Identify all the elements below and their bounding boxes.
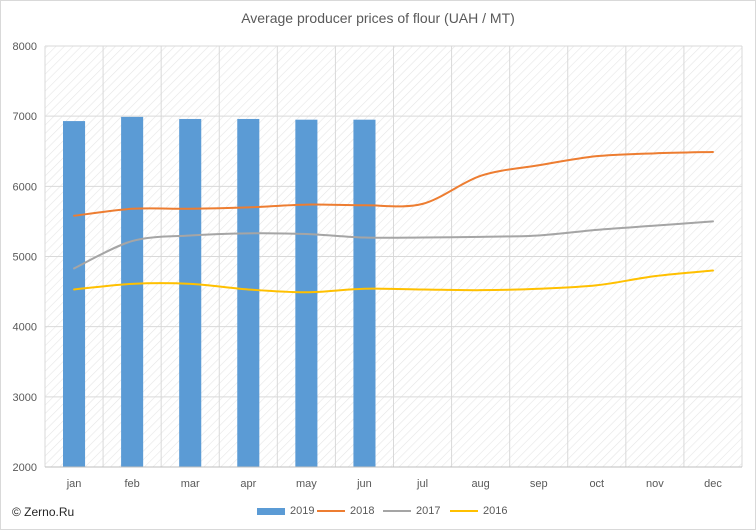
y-tick-label: 5000 [13,252,37,264]
y-tick-label: 8000 [13,41,37,53]
legend-label-2018: 2018 [350,505,375,517]
legend-label-2017: 2017 [416,505,441,517]
x-tick-label: apr [240,478,256,490]
bar-2019-apr [237,118,260,468]
legend-item-2017: 2017 [383,503,440,519]
legend: 2019 2018 2017 2016 [0,503,756,519]
legend-item-2018: 2018 [317,503,374,519]
bar-2019-feb [121,116,144,467]
x-tick-label: jun [356,478,372,490]
legend-swatch-2019 [257,507,285,515]
x-tick-label: sep [530,478,548,490]
x-tick-label: feb [124,478,139,490]
chart-title: Average producer prices of flour (UAH / … [241,10,515,26]
x-tick-label: nov [646,478,664,490]
y-tick-label: 6000 [13,181,37,193]
legend-swatch-2017 [383,510,411,512]
x-tick-label: dec [704,478,722,490]
x-tick-label: jul [416,478,428,490]
x-tick-label: aug [471,478,489,490]
line-series-2018 [73,150,714,217]
line-series-2017 [73,220,714,270]
bar-2019-may [295,119,318,468]
legend-swatch-2018 [317,510,345,512]
legend-label-2019: 2019 [290,505,315,517]
x-tick-label: mar [181,478,200,490]
bar-2019-jun [353,119,376,468]
legend-item-2019: 2019 [257,503,314,519]
bar-2019-mar [179,118,202,468]
x-tick-label: oct [589,478,604,490]
legend-label-2016: 2016 [483,505,508,517]
copyright-label: © Zerno.Ru [12,505,75,519]
x-tick-label: jan [66,478,82,490]
bar-2019-jan [63,121,86,467]
line-series-2016 [73,269,714,294]
legend-swatch-2016 [450,510,478,512]
y-tick-label: 7000 [13,111,37,123]
y-tick-label: 2000 [13,462,37,474]
legend-item-2016: 2016 [450,503,507,519]
y-tick-label: 4000 [13,322,37,334]
y-tick-label: 3000 [13,392,37,404]
x-tick-label: may [296,478,317,490]
